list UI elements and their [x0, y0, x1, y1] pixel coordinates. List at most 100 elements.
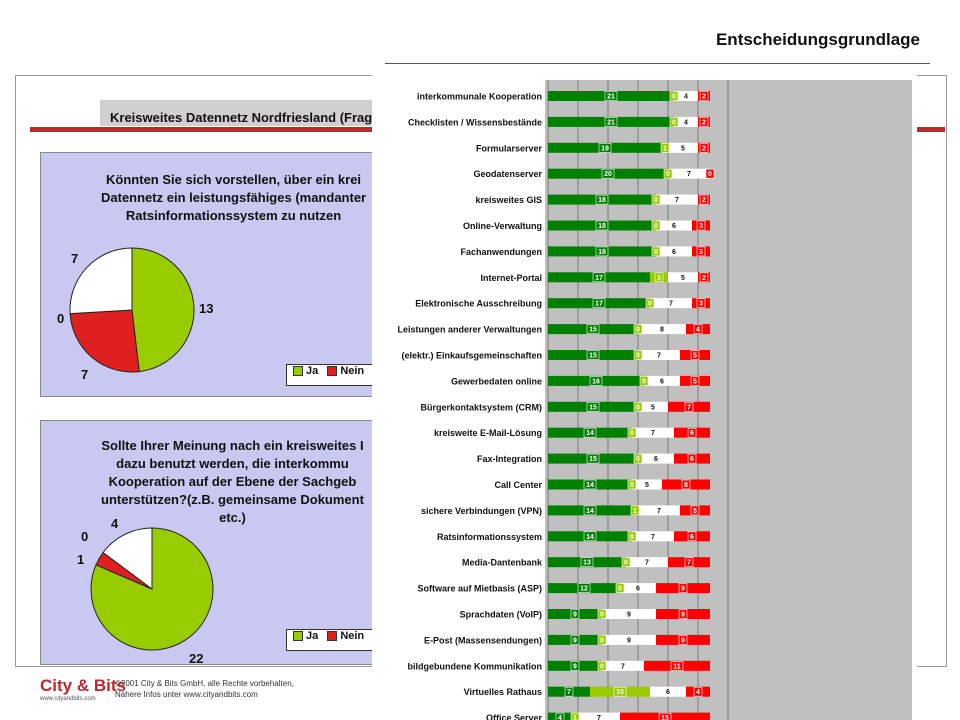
value-label-box — [657, 324, 667, 334]
value-label-box — [595, 246, 609, 257]
value-label-box — [595, 194, 609, 205]
category-label: Office Server — [486, 713, 543, 720]
value-label: 21 — [607, 119, 615, 126]
value-label: 7 — [651, 430, 655, 437]
value-label-box — [699, 194, 709, 205]
pie1-label-green: 13 — [199, 301, 214, 316]
value-label: 0 — [636, 404, 640, 411]
value-label-box — [678, 583, 688, 593]
value-label: 7 — [651, 534, 655, 541]
copyright-line-1: ©2001 City & Bits GmbH, alle Rechte vorb… — [115, 679, 294, 688]
value-label: 17 — [595, 301, 603, 308]
value-label-box — [699, 272, 709, 283]
value-label: 7 — [669, 301, 673, 308]
value-label-box — [604, 91, 618, 101]
value-label: 6 — [690, 430, 694, 437]
value-label: 3 — [699, 301, 703, 308]
value-label: 2 — [702, 197, 706, 204]
pie2-label-yellow: 0 — [81, 529, 89, 544]
value-label: 1 — [573, 715, 577, 720]
value-label: 20 — [604, 171, 612, 178]
value-label: 0 — [636, 456, 640, 463]
value-label-box — [618, 660, 628, 671]
value-label-box — [624, 609, 634, 619]
legend-ja: Ja — [306, 365, 319, 377]
pie1-label-yellow: 0 — [57, 311, 65, 326]
value-label-box — [580, 557, 594, 568]
value-label: 0 — [630, 430, 634, 437]
category-label: (elektr.) Einkaufsgemeinschaften — [401, 351, 542, 361]
value-label-box — [678, 609, 688, 619]
value-label: 7 — [687, 171, 691, 178]
value-label: 14 — [586, 482, 594, 489]
category-label: Sprachdaten (VoIP) — [460, 610, 542, 620]
value-label-box — [592, 298, 606, 308]
value-label-box — [687, 427, 697, 438]
value-label: 6 — [666, 689, 670, 696]
value-label-box — [639, 376, 649, 386]
value-label: 9 — [627, 637, 631, 644]
pie1-slice-1 — [69, 309, 140, 373]
value-label-box — [583, 427, 597, 438]
value-label: 8 — [660, 327, 664, 334]
value-label: 0 — [642, 378, 646, 385]
value-label-box — [583, 531, 597, 542]
value-label-box — [699, 91, 709, 101]
value-label-box — [669, 220, 679, 231]
value-label-box — [597, 609, 607, 619]
category-label: sichere Verbindungen (VPN) — [421, 506, 542, 516]
value-label: 0 — [672, 94, 676, 101]
value-label: 7 — [687, 560, 691, 567]
value-label-box — [684, 557, 694, 568]
value-label-box — [624, 635, 634, 645]
pie2-label-red: 1 — [77, 552, 85, 567]
value-label-box — [555, 712, 565, 720]
value-label-box — [627, 479, 637, 490]
value-label-box — [678, 272, 688, 283]
value-label: 0 — [648, 301, 652, 308]
legend-ja: Ja — [306, 630, 319, 642]
value-label-box — [583, 505, 597, 516]
value-label: 9 — [681, 612, 685, 619]
value-label: 9 — [681, 586, 685, 593]
legend-nein: Nein — [340, 630, 365, 642]
value-label-box — [696, 220, 706, 231]
category-label: Geodatenserver — [473, 169, 542, 179]
value-label-box — [595, 220, 609, 231]
value-label-box — [633, 453, 643, 464]
value-label-box — [654, 350, 664, 360]
category-label: Call Center — [494, 480, 542, 490]
category-label: Internet-Portal — [480, 273, 542, 283]
value-label: 14 — [586, 534, 594, 541]
pie2-slice-3 — [102, 527, 153, 590]
value-label: 7 — [657, 353, 661, 360]
category-label: Leistungen anderer Verwaltungen — [397, 325, 542, 335]
value-label-box — [669, 91, 679, 101]
value-label: 7 — [687, 404, 691, 411]
value-label: 5 — [693, 508, 697, 515]
value-label: 4 — [558, 715, 562, 720]
value-label-box — [633, 401, 643, 412]
value-label-box — [699, 143, 709, 153]
value-label-box — [693, 324, 703, 334]
value-label: 9 — [627, 612, 631, 619]
pie1-label-white: 7 — [71, 251, 79, 266]
value-label-box — [687, 453, 697, 464]
value-label-box — [657, 376, 667, 386]
value-label: 7 — [621, 663, 625, 670]
value-label: 7 — [567, 689, 571, 696]
value-label-box — [651, 453, 661, 464]
value-label-box — [633, 350, 643, 360]
value-label: 0 — [630, 482, 634, 489]
value-label-box — [642, 479, 652, 490]
value-label-box — [583, 479, 597, 490]
value-label: 7 — [675, 197, 679, 204]
value-label-box — [570, 712, 580, 720]
value-label: 6 — [654, 456, 658, 463]
value-label-box — [681, 117, 691, 127]
value-label-box — [690, 350, 700, 360]
value-label-box — [633, 324, 643, 334]
value-label-box — [586, 350, 600, 360]
pie1-slice-0 — [131, 247, 195, 373]
value-label-box — [630, 505, 640, 516]
